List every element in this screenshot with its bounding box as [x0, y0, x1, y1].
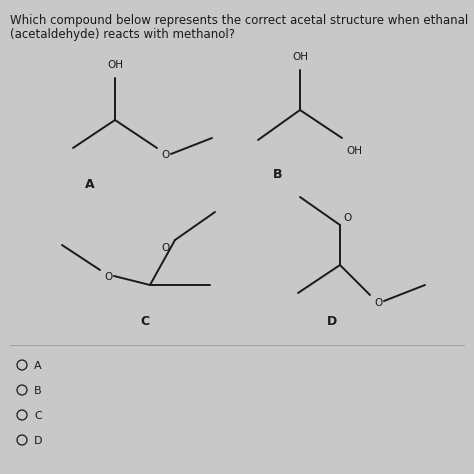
Text: C: C — [34, 411, 42, 421]
Text: B: B — [34, 386, 42, 396]
Text: Which compound below represents the correct acetal structure when ethanal: Which compound below represents the corr… — [10, 14, 468, 27]
Text: D: D — [34, 436, 43, 446]
Text: (acetaldehyde) reacts with methanol?: (acetaldehyde) reacts with methanol? — [10, 28, 235, 41]
Text: A: A — [34, 361, 42, 371]
Text: OH: OH — [292, 52, 308, 62]
Text: O: O — [161, 150, 169, 160]
Text: O: O — [374, 298, 382, 308]
Text: A: A — [85, 178, 95, 191]
Text: OH: OH — [107, 60, 123, 70]
Text: B: B — [273, 168, 283, 181]
Text: O: O — [104, 272, 112, 282]
Text: O: O — [343, 213, 351, 223]
Text: O: O — [162, 243, 170, 253]
Text: OH: OH — [346, 146, 362, 156]
Text: C: C — [140, 315, 150, 328]
Text: D: D — [327, 315, 337, 328]
